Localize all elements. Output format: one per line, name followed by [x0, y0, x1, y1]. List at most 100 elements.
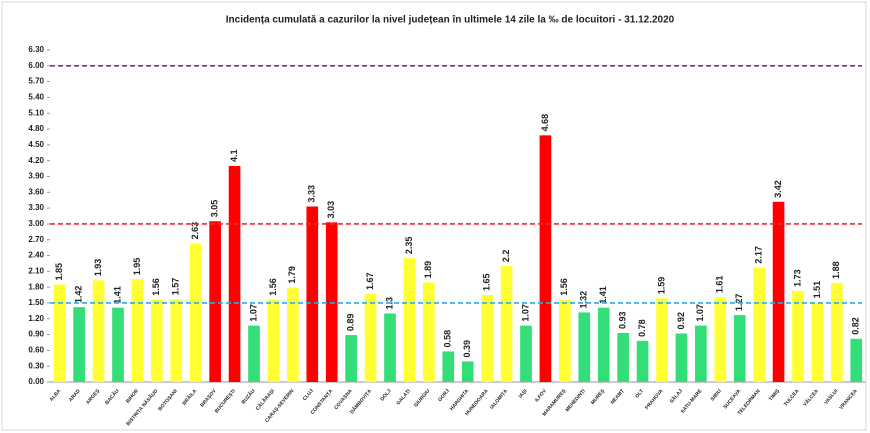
value-label: 1.88	[831, 261, 841, 279]
value-label: 3.33	[307, 185, 317, 203]
bar	[695, 325, 707, 382]
bar	[617, 332, 629, 382]
value-label: 1.56	[151, 278, 161, 296]
bar	[92, 280, 105, 382]
bar	[831, 282, 843, 382]
value-label: 1.32	[579, 291, 589, 309]
bar	[461, 361, 474, 382]
value-label: 2.17	[754, 246, 764, 264]
y-tick-label: 3.00	[28, 219, 44, 228]
value-label: 0.78	[637, 319, 647, 337]
bar	[384, 313, 396, 382]
value-label: 1.07	[695, 304, 705, 322]
bar	[675, 333, 688, 382]
bar	[228, 165, 241, 382]
y-tick-label: 2.70	[28, 235, 44, 244]
bar	[189, 243, 202, 382]
y-tick-label: 3.30	[28, 203, 44, 212]
value-label: 2.2	[501, 250, 511, 263]
bar	[53, 284, 66, 382]
value-label: 0.82	[851, 317, 861, 335]
value-label: 2.35	[404, 237, 414, 255]
value-label: 1.56	[559, 278, 569, 296]
value-label: 1.59	[656, 277, 666, 295]
bar	[850, 338, 863, 382]
bar	[559, 299, 571, 382]
bar	[714, 297, 727, 382]
bar	[539, 135, 552, 382]
bar	[209, 221, 221, 382]
bar	[772, 201, 785, 382]
y-tick-label: 4.80	[28, 124, 44, 133]
y-tick-label: 3.60	[28, 187, 44, 196]
bar	[112, 307, 124, 382]
bar	[423, 282, 435, 382]
value-label: 0.92	[676, 312, 686, 330]
y-tick-label: 6.30	[28, 45, 44, 54]
y-tick-label: 5.70	[28, 77, 44, 86]
bar	[481, 295, 493, 382]
y-tick-label: 5.40	[28, 93, 44, 102]
value-label: 1.61	[715, 276, 725, 294]
bar	[170, 299, 183, 382]
y-tick-label: 1.20	[28, 314, 44, 323]
value-label: 4.68	[540, 114, 550, 132]
y-tick-label: 0.60	[28, 345, 44, 354]
bar	[656, 298, 668, 382]
x-tick-label: IAȘI	[518, 388, 529, 400]
value-label: 0.89	[346, 314, 356, 332]
y-tick-label: 6.00	[28, 61, 44, 70]
bar	[520, 325, 532, 382]
bar	[636, 340, 649, 382]
value-label: 1.57	[171, 278, 181, 296]
bar	[500, 266, 513, 382]
value-label: 3.42	[773, 180, 783, 198]
y-tick-label: 1.50	[28, 298, 44, 307]
bar	[267, 299, 280, 382]
value-label: 1.51	[812, 281, 822, 299]
y-tick-label: 4.50	[28, 140, 44, 149]
y-tick-label: 0.30	[28, 361, 44, 370]
y-tick-label: 0.90	[28, 330, 44, 339]
bar	[345, 335, 357, 382]
bar	[248, 325, 260, 382]
value-label: 0.39	[462, 340, 472, 358]
y-tick-label: 3.90	[28, 172, 44, 181]
bar	[73, 307, 85, 382]
y-tick-label: 0.00	[28, 377, 44, 386]
y-tick-label: 1.80	[28, 282, 44, 291]
bar	[151, 299, 163, 382]
bar	[811, 302, 824, 382]
value-label: 3.03	[326, 201, 336, 219]
y-tick-label: 2.10	[28, 266, 44, 275]
value-label: 1.41	[112, 286, 122, 304]
chart-title: Incidența cumulată a cazurilor la nivel …	[226, 15, 675, 26]
value-label: 1.85	[54, 263, 64, 281]
bar	[753, 267, 765, 382]
value-label: 4.1	[229, 149, 239, 162]
value-label: 1.41	[598, 286, 608, 304]
value-label: 1.56	[268, 278, 278, 296]
bar	[364, 293, 377, 382]
x-tick-label: OLT	[634, 388, 645, 399]
bar	[403, 258, 416, 382]
value-label: 1.95	[132, 258, 142, 276]
bar	[597, 307, 610, 382]
bar	[578, 312, 591, 382]
value-label: 0.58	[443, 330, 453, 348]
value-label: 1.07	[520, 304, 530, 322]
value-label: 1.42	[74, 286, 84, 304]
bar	[287, 287, 299, 382]
value-label: 1.07	[248, 304, 258, 322]
value-label: 1.65	[482, 274, 492, 292]
bar	[306, 206, 319, 382]
y-tick-label: 4.20	[28, 156, 44, 165]
value-label: 1.93	[93, 259, 103, 277]
value-label: 1.89	[423, 261, 433, 279]
bar	[442, 351, 455, 382]
bar	[792, 290, 804, 382]
value-label: 0.93	[618, 311, 628, 329]
value-label: 1.79	[287, 266, 297, 284]
y-tick-label: 2.40	[28, 251, 44, 260]
